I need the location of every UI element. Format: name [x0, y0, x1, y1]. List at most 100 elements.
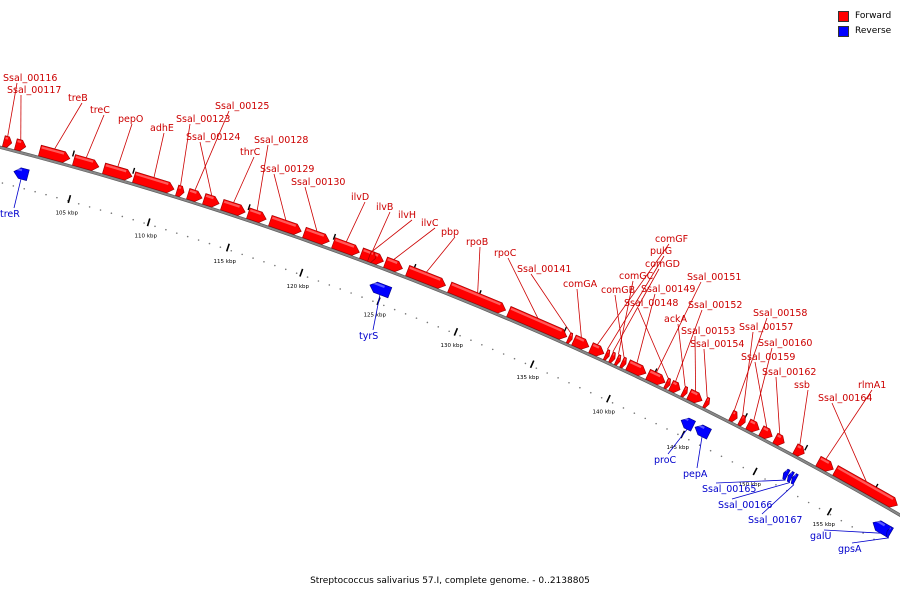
scale-dot: [546, 372, 549, 374]
scale-dot: [143, 222, 145, 224]
scale-dot: [263, 260, 265, 263]
label-leader: [637, 307, 669, 379]
gene-arrow: [102, 162, 133, 181]
gene-arrow: [506, 306, 568, 340]
gene-label-forward: Ssal_00154: [690, 339, 744, 350]
scale-dot: [154, 225, 156, 228]
reverse-gene: [694, 423, 712, 440]
reverse-gene: [790, 473, 799, 485]
gene-arrow: [2, 135, 13, 148]
gene-arrow: [369, 281, 393, 299]
gene-arrow: [619, 356, 627, 369]
gene-label-forward: Ssal_00160: [758, 338, 812, 349]
scale-dot: [350, 292, 352, 294]
label-leader: [54, 102, 83, 149]
forward-gene: [220, 198, 246, 216]
tick-mark: [67, 194, 72, 204]
scale-dot: [317, 280, 320, 282]
scale-dot: [88, 206, 91, 208]
gene-highlight: [797, 445, 802, 449]
gene-arrow: [686, 388, 703, 404]
gene-highlight: [387, 258, 398, 264]
forward-gene: [645, 368, 666, 386]
label-leader: [618, 280, 634, 355]
gene-arrow: [602, 349, 611, 361]
gene-highlight: [205, 194, 214, 200]
label-leader: [614, 294, 625, 357]
label-leader: [656, 281, 702, 373]
gene-arrow: [405, 265, 446, 289]
gene-highlight: [623, 358, 626, 361]
tick-label: 110 kbp: [135, 234, 158, 240]
scale-dot: [208, 242, 211, 245]
gene-arrow: [175, 184, 185, 198]
scale-dot: [862, 532, 864, 534]
scale-dot: [688, 438, 690, 441]
legend-label-forward: Forward: [855, 11, 892, 21]
gene-highlight: [15, 167, 23, 172]
gene-highlight: [684, 387, 687, 390]
forward-gene: [405, 265, 446, 289]
forward-tick: [332, 233, 337, 240]
scale-dot: [339, 288, 342, 290]
scale-dot: [448, 330, 450, 333]
scale-dot: [459, 334, 461, 337]
gene-arrow: [786, 471, 795, 483]
label-leader: [426, 236, 456, 273]
gene-label-forward: Ssal_00148: [624, 298, 678, 309]
label-leader: [13, 179, 22, 209]
scale-dot: [731, 461, 734, 463]
gene-highlight: [271, 216, 297, 227]
gene-arrow: [792, 443, 805, 457]
gene-arrow: [132, 171, 175, 194]
scale-dot: [99, 209, 102, 211]
tick-mark: [606, 394, 611, 403]
forward-gene: [702, 396, 711, 409]
gene-highlight: [683, 416, 689, 422]
label-leader: [86, 114, 105, 158]
scale-dot: [709, 449, 712, 452]
label-leader: [754, 361, 768, 428]
scale-dot: [807, 501, 810, 504]
scale-dot: [764, 478, 766, 480]
gene-highlight: [742, 416, 745, 419]
gene-label-forward: Ssal_00116: [3, 73, 57, 84]
scale-dot: [1, 182, 4, 184]
scale-dot: [383, 304, 385, 307]
gene-highlight: [570, 333, 573, 337]
label-leader: [372, 219, 413, 252]
gene-arrow: [367, 250, 376, 263]
gene-highlight: [592, 343, 600, 349]
reverse-gene: [885, 526, 894, 538]
gene-label-forward: Ssal_00159: [741, 352, 795, 363]
gene-highlight: [41, 146, 65, 155]
scale-dot: [677, 433, 679, 436]
gene-label-forward: Ssal_00130: [291, 177, 345, 188]
gene-arrow: [302, 226, 330, 245]
label-leader: [372, 294, 381, 331]
tick-label: 115 kbp: [214, 259, 237, 265]
gene-highlight: [691, 390, 698, 396]
gene-labels: Ssal_00116Ssal_00117treBtreCpepOadhESsal…: [0, 73, 890, 555]
gene-label-forward: Ssal_00152: [688, 300, 742, 311]
scale-dot: [633, 412, 636, 414]
forward-gene: [686, 388, 703, 404]
tick-mark: [529, 360, 535, 369]
gene-label-forward: treB: [68, 93, 88, 104]
forward-gene: [663, 377, 671, 390]
scale-dot: [491, 348, 494, 351]
backbone-line: [0, 146, 900, 517]
tick-label: 130 kbp: [441, 343, 464, 349]
scale-dot: [502, 353, 505, 355]
forward-gene: [571, 334, 590, 350]
gene-highlight: [785, 469, 788, 472]
gene-arrow: [383, 256, 403, 272]
reverse-gene: [786, 471, 795, 483]
gene-label-forward: ssb: [794, 380, 810, 391]
gene-label-reverse: tyrS: [359, 331, 378, 342]
gene-highlight: [105, 164, 127, 173]
gene-highlight: [451, 283, 501, 306]
label-leader: [194, 110, 230, 191]
gene-arrow: [38, 144, 71, 163]
gene-highlight: [618, 355, 621, 359]
